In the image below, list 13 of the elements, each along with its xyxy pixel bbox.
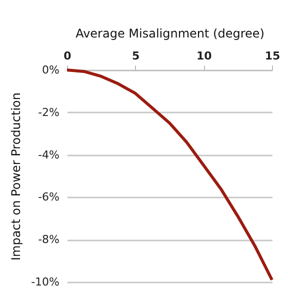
y-tick-label: -8% [38,233,60,246]
x-axis-title: Average Misalignment (degree) [76,26,264,40]
x-tick-label: 5 [132,50,140,62]
x-tick-label: 10 [196,50,212,62]
line-series [66,68,274,282]
y-tick-label: -6% [38,190,60,204]
y-tick-label: 0% [42,64,60,76]
y-tick-label: -2% [38,106,60,119]
x-tick-label: 0 [64,50,72,62]
y-tick-label: -10% [31,276,60,288]
y-tick-label: -4% [38,148,60,162]
x-tick-label: 15 [264,50,280,62]
y-axis-title: Impact on Power Production [9,92,24,261]
